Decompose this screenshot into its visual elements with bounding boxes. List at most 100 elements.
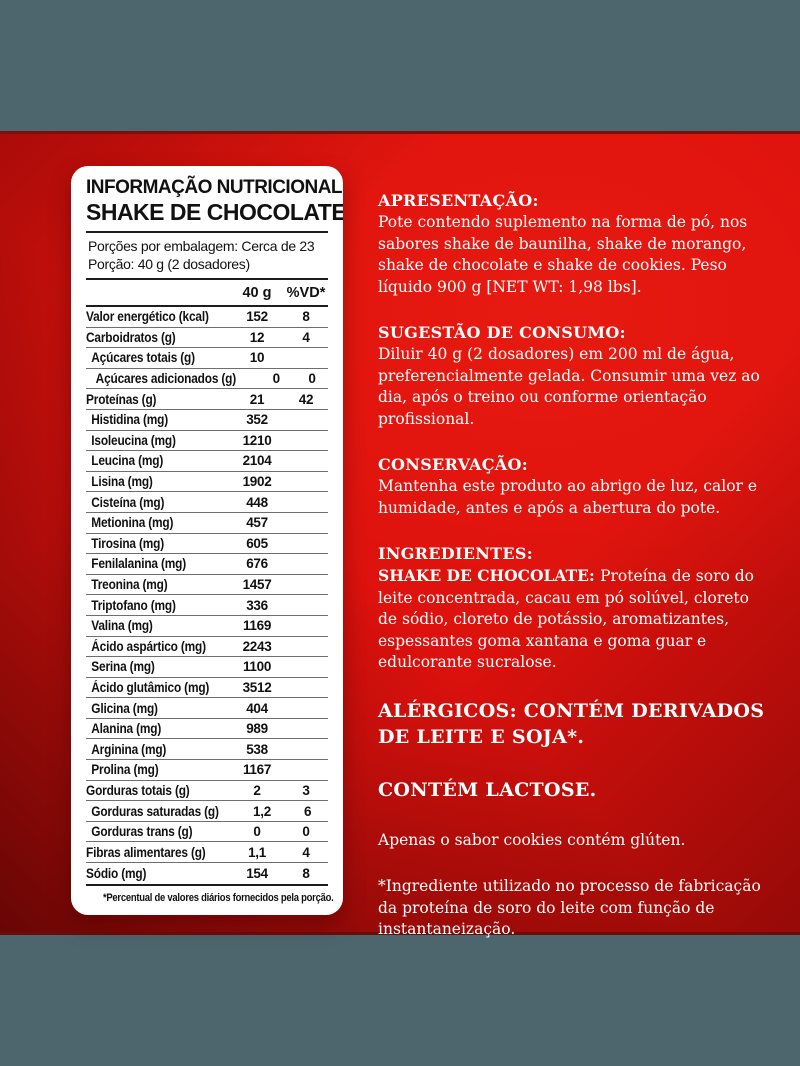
info-section-body: Apenas o sabor cookies contém glúten. (378, 830, 686, 849)
nutrient-label: Valina (mg) (91, 618, 153, 634)
nutrient-amount: 1100 (242, 659, 272, 675)
nutrient-dv: 4 (302, 844, 310, 860)
nutrient-amount: 989 (246, 721, 268, 737)
nutrition-row: Valor energético (kcal) 152 8 (86, 307, 328, 328)
serving-size: Porção: 40 g (2 dosadores) (88, 256, 250, 272)
info-section-heading: CONTÉM LACTOSE. (378, 778, 597, 801)
nutrient-amount: 336 (246, 597, 268, 613)
nutrient-label: Fenilalanina (mg) (91, 556, 186, 572)
info-section-body: Mantenha este produto ao abrigo de luz, … (378, 477, 758, 517)
nutrient-label: Tirosina (mg) (91, 535, 165, 551)
nutrient-dv: 0 (302, 824, 310, 840)
nutrient-amount: 448 (246, 494, 268, 510)
nutrient-label: Cisteína (mg) (91, 494, 165, 510)
nutrition-row: Fibras alimentares (g) 1,1 4 (86, 842, 328, 864)
info-section: APRESENTAÇÃO: Pote contendo suplemento na… (378, 190, 770, 298)
nutrition-row: Ácido glutâmico (mg) 3512 (86, 678, 328, 699)
nutrient-amount: 2243 (242, 638, 272, 654)
info-section: *Ingrediente utilizado no processo de fa… (378, 876, 770, 941)
nutrient-amount: 404 (246, 700, 268, 716)
nutrient-label: Alanina (mg) (91, 721, 162, 737)
nutrient-label: Fibras alimentares (g) (86, 844, 206, 860)
nutrient-amount: 1169 (242, 618, 272, 634)
nutrition-row: Triptofano (mg) 336 (86, 595, 328, 616)
product-name: SHAKE DE CHOCOLATE (86, 199, 343, 225)
nutrient-amount: 676 (246, 556, 268, 572)
nutrient-label: Gorduras totais (g) (86, 782, 190, 798)
nutrient-label: Prolina (mg) (91, 762, 159, 778)
servings-per-package: Porções por embalagem: Cerca de 23 (88, 238, 315, 254)
nutrient-dv: 8 (302, 309, 310, 325)
nutrition-row: Sódio (mg) 154 8 (86, 863, 328, 884)
nutrient-label: Leucina (mg) (91, 453, 164, 469)
nutrient-label: Treonina (mg) (91, 577, 168, 593)
nutrient-label: Carboidratos (g) (86, 329, 176, 345)
servings-info: Porções por embalagem: Cerca de 23 Porçã… (86, 233, 328, 278)
nutrient-label: Gorduras saturadas (g) (91, 803, 219, 819)
nutrition-row: Histidina (mg) 352 (86, 410, 328, 431)
nutrient-amount: 605 (246, 535, 268, 551)
divider (86, 231, 328, 233)
nutrient-amount: 12 (249, 329, 265, 345)
info-section-body: *Ingrediente utilizado no processo de fa… (378, 877, 761, 938)
nutrition-row: Serina (mg) 1100 (86, 657, 328, 678)
nutrient-amount: 1,1 (248, 844, 266, 860)
column-header-dv: %VD* (286, 284, 326, 301)
nutrient-amount: 457 (246, 515, 268, 531)
nutrition-row: Gorduras trans (g) 0 0 (86, 822, 328, 843)
info-section-body: Diluir 40 g (2 dosadores) em 200 ml de á… (378, 345, 760, 428)
nutrient-dv: 4 (302, 329, 310, 345)
nutrient-label: Isoleucina (mg) (91, 432, 176, 448)
info-section-heading: INGREDIENTES: (378, 544, 533, 563)
nutrient-amount: 152 (246, 309, 268, 325)
nutrient-amount: 2 (253, 782, 261, 798)
nutrition-footnote: *Percentual de valores diários fornecido… (102, 891, 334, 904)
info-section-body: Pote contendo suplemento na forma de pó,… (378, 213, 748, 296)
nutrient-dv: 6 (303, 803, 312, 819)
nutrient-label: Sódio (mg) (86, 865, 147, 881)
nutrient-amount: 10 (249, 350, 265, 366)
nutrition-row: Valina (mg) 1169 (86, 616, 328, 637)
info-section-heading: APRESENTAÇÃO: (378, 191, 539, 210)
info-section-body: SHAKE DE CHOCOLATE: Proteína de soro do … (378, 566, 754, 671)
nutrient-amount: 1902 (242, 474, 272, 490)
nutrient-label: Valor energético (kcal) (86, 309, 209, 325)
nutrient-amount: 538 (246, 741, 268, 757)
nutrient-amount: 3512 (242, 679, 272, 695)
nutrient-dv: 42 (298, 391, 314, 407)
nutrient-label: Lisina (mg) (91, 474, 153, 490)
divider (86, 305, 328, 307)
nutrition-row: Cisteína (mg) 448 (86, 492, 328, 513)
nutrient-label: Serina (mg) (91, 659, 155, 675)
nutrition-row: Gorduras totais (g) 2 3 (86, 781, 328, 802)
divider (86, 883, 328, 886)
nutrient-label: Açúcares adicionados (g) (95, 371, 237, 387)
top-gray-band (0, 0, 800, 131)
nutrition-row: Ácido aspártico (mg) 2243 (86, 637, 328, 658)
nutrient-amount: 1210 (242, 432, 272, 448)
nutrition-row: Fenilalanina (mg) 676 (86, 554, 328, 575)
nutrient-dv: 8 (302, 865, 310, 881)
nutrient-label: Triptofano (mg) (91, 597, 176, 613)
red-label-background: INFORMAÇÃO NUTRICIONAL SHAKE DE CHOCOLAT… (0, 131, 800, 938)
nutrient-label: Histidina (mg) (91, 412, 169, 428)
info-section-heading: CONSERVAÇÃO: (378, 455, 528, 474)
nutrition-facts-panel: INFORMAÇÃO NUTRICIONAL SHAKE DE CHOCOLAT… (71, 166, 343, 915)
nutrition-row: Carboidratos (g) 12 4 (86, 328, 328, 349)
nutrient-label: Ácido glutâmico (mg) (91, 679, 210, 695)
info-section: CONTÉM LACTOSE. (378, 777, 770, 803)
column-header-amount: 40 g (242, 284, 272, 301)
nutrition-row: Glicina (mg) 404 (86, 698, 328, 719)
nutrition-row: Tirosina (mg) 605 (86, 534, 328, 555)
info-section: Apenas o sabor cookies contém glúten. (378, 830, 770, 852)
column-headers: 40 g %VD* (86, 280, 328, 305)
nutrition-row: Leucina (mg) 2104 (86, 451, 328, 472)
nutrition-row: Gorduras saturadas (g) 1,2 6 (86, 801, 328, 822)
nutrient-amount: 1,2 (253, 803, 271, 819)
nutrient-amount: 154 (246, 865, 268, 881)
nutrient-label: Ácido aspártico (mg) (91, 638, 206, 654)
nutrient-dv: 0 (308, 371, 316, 387)
info-section: SUGESTÃO DE CONSUMO: Diluir 40 g (2 dosad… (378, 322, 770, 430)
info-section: CONSERVAÇÃO: Mantenha este produto ao abr… (378, 454, 770, 519)
